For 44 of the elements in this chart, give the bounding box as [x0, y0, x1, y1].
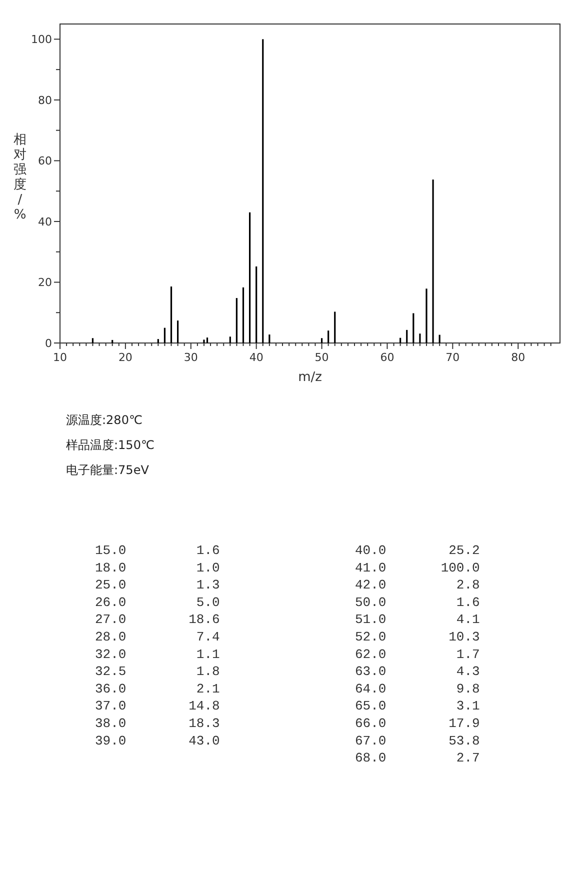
y-tick-label: 0	[45, 337, 52, 350]
x-tick-label: 70	[446, 351, 460, 364]
x-tick-label: 80	[511, 351, 526, 364]
text: 64.0 9.8	[355, 681, 480, 696]
text: 65.0 3.1	[355, 698, 480, 714]
text: 40.0 25.2	[355, 543, 480, 558]
x-tick-label: 10	[53, 351, 67, 364]
x-axis-title: m/z	[298, 370, 322, 385]
text: 41.0 100.0	[355, 560, 480, 576]
text: 38.0 18.3	[95, 716, 220, 731]
x-tick-label: 40	[249, 351, 264, 364]
text: 样品温度:150℃	[66, 438, 154, 452]
text: 52.0 10.3	[355, 630, 480, 644]
y-tick-label: 80	[38, 94, 52, 107]
text: 源温度:280℃	[66, 413, 142, 427]
y-axis-title: 相对强度/%	[14, 132, 26, 222]
text: 42.0 2.8	[355, 578, 480, 593]
y-tick-label: 60	[38, 154, 52, 168]
x-tick-label: 50	[314, 351, 329, 364]
x-tick-label: 60	[380, 351, 394, 364]
text: 39.0 43.0	[95, 733, 220, 748]
text: 66.0 17.9	[355, 716, 480, 731]
text: 25.0 1.3	[95, 578, 220, 593]
text: 26.0 5.0	[95, 594, 220, 610]
text: 51.0 4.1	[355, 612, 480, 628]
text: 62.0 1.7	[355, 646, 480, 662]
x-tick-label: 30	[184, 351, 198, 364]
text: 37.0 14.8	[95, 698, 220, 714]
text: 50.0 1.6	[355, 594, 480, 610]
text: 电子能量:75eV	[66, 463, 150, 477]
y-tick-label: 100	[31, 33, 52, 46]
text: 15.0 1.6	[95, 543, 220, 558]
y-tick-label: 20	[38, 276, 52, 290]
text: 63.0 4.3	[355, 664, 480, 680]
text: 32.5 1.8	[95, 664, 220, 680]
text: 28.0 7.4	[95, 630, 220, 644]
text: 32.0 1.1	[95, 646, 220, 662]
text: 36.0 2.1	[95, 681, 220, 696]
text: 67.0 53.8	[355, 733, 480, 748]
x-tick-label: 20	[118, 351, 132, 364]
text: 27.0 18.6	[95, 612, 220, 628]
text: 18.0 1.0	[95, 560, 220, 576]
text: 68.0 2.7	[355, 750, 480, 766]
y-tick-label: 40	[38, 215, 52, 228]
